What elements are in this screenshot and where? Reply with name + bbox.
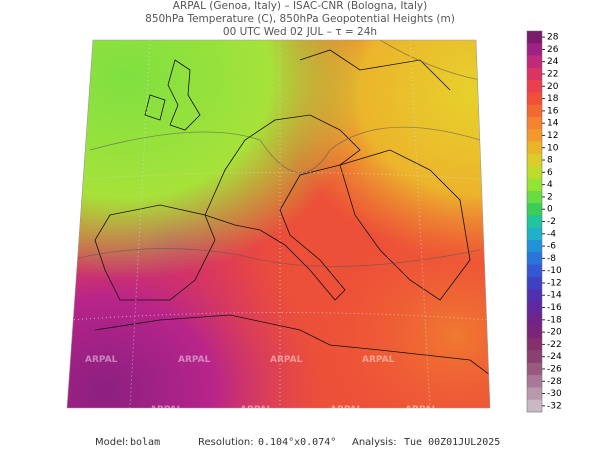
colorbar-label: 8 bbox=[547, 156, 553, 166]
colorbar-swatch bbox=[527, 203, 542, 216]
colorbar-swatch bbox=[527, 80, 542, 93]
colorbar-label: 6 bbox=[547, 168, 553, 178]
colorbar-label: -26 bbox=[547, 364, 562, 374]
temperature-field bbox=[67, 40, 490, 408]
footer-value: bolam bbox=[130, 437, 160, 448]
colorbar-label: 22 bbox=[547, 70, 558, 80]
height-contours bbox=[69, 40, 481, 267]
graticule bbox=[69, 40, 490, 408]
colorbar-label: 20 bbox=[547, 82, 559, 92]
colorbar-swatch bbox=[527, 362, 542, 376]
colorbar-label: 18 bbox=[547, 94, 559, 104]
colorbar-swatch bbox=[527, 67, 542, 81]
footer-label: Analysis: bbox=[352, 437, 397, 448]
colorbar-label: -6 bbox=[547, 242, 556, 252]
colorbar-swatch bbox=[527, 387, 542, 401]
colorbar-swatch bbox=[527, 117, 542, 130]
colorbar-label: -18 bbox=[547, 315, 562, 325]
colorbar-label: 4 bbox=[547, 180, 553, 190]
colorbar-swatch bbox=[527, 399, 542, 413]
watermark: ARPAL bbox=[270, 355, 303, 365]
header-line: ARPAL (Genoa, Italy) – ISAC-CNR (Bologna… bbox=[173, 0, 427, 12]
coastlines bbox=[94, 49, 490, 376]
colorbar-label: 2 bbox=[547, 192, 553, 202]
colorbar-swatch bbox=[527, 276, 542, 290]
colorbar-label: 28 bbox=[547, 33, 559, 43]
colorbar-label: -10 bbox=[547, 266, 562, 276]
map-frame bbox=[66, 39, 491, 409]
footer-label: Model: bbox=[95, 437, 128, 448]
colorbar-swatch bbox=[527, 129, 542, 142]
colorbar-label: -2 bbox=[547, 217, 556, 227]
colorbar-label: 26 bbox=[547, 45, 559, 55]
colorbar-swatch bbox=[527, 301, 542, 314]
colorbar-swatch bbox=[527, 325, 542, 339]
colorbar-label: -32 bbox=[547, 401, 562, 411]
colorbar-swatch bbox=[527, 141, 542, 155]
colorbar-label: -4 bbox=[547, 229, 556, 239]
colorbar: 2826242220181614121086420-2-4-6-8-10-12-… bbox=[526, 30, 562, 413]
header-line: 00 UTC Wed 02 JUL – τ = 24h bbox=[223, 26, 377, 38]
colorbar-label: 12 bbox=[547, 131, 558, 141]
colorbar-swatch bbox=[527, 239, 542, 253]
colorbar-swatch bbox=[527, 313, 542, 327]
colorbar-label: -24 bbox=[547, 352, 562, 362]
colorbar-label: 10 bbox=[547, 143, 559, 153]
header-line: 850hPa Temperature (C), 850hPa Geopotent… bbox=[145, 13, 455, 25]
watermark: ARPAL bbox=[85, 355, 118, 365]
watermark: ARPAL bbox=[240, 405, 273, 415]
watermark: ARPAL bbox=[405, 405, 438, 415]
colorbar-label: -20 bbox=[547, 328, 562, 338]
colorbar-swatch bbox=[527, 338, 542, 351]
footer-label: Resolution: bbox=[198, 437, 254, 448]
footer-value: 0.104°x0.074° bbox=[258, 437, 336, 448]
colorbar-swatch bbox=[527, 178, 542, 192]
watermark: ARPAL bbox=[330, 405, 363, 415]
colorbar-swatch bbox=[527, 43, 542, 56]
colorbar-label: 14 bbox=[547, 119, 559, 129]
colorbar-label: 0 bbox=[547, 205, 553, 215]
colorbar-swatch bbox=[527, 166, 542, 179]
colorbar-label: 16 bbox=[547, 106, 559, 116]
colorbar-swatch bbox=[527, 55, 542, 69]
colorbar-label: -8 bbox=[547, 254, 556, 264]
colorbar-swatch bbox=[527, 92, 542, 106]
colorbar-label: -16 bbox=[547, 303, 562, 313]
colorbar-label: -22 bbox=[547, 340, 562, 350]
colorbar-label: 24 bbox=[547, 57, 559, 67]
watermark: ARPAL bbox=[362, 355, 395, 365]
colorbar-label: -30 bbox=[547, 389, 562, 399]
colorbar-swatch bbox=[527, 289, 542, 302]
watermark: ARPAL bbox=[178, 355, 211, 365]
colorbar-label: -14 bbox=[547, 291, 562, 301]
colorbar-swatch bbox=[527, 350, 542, 364]
colorbar-label: -28 bbox=[547, 377, 562, 387]
footer-value: Tue 00Z01JUL2025 bbox=[404, 437, 500, 448]
colorbar-swatch bbox=[527, 375, 542, 388]
colorbar-label: -12 bbox=[547, 278, 562, 288]
watermarks: ARPAL ARPAL ARPAL ARPAL ARPAL ARPAL ARPAL ARPAL bbox=[85, 355, 438, 415]
colorbar-swatch bbox=[527, 153, 542, 167]
colorbar-swatch bbox=[527, 31, 542, 44]
colorbar-swatch bbox=[527, 227, 542, 241]
colorbar-swatch bbox=[527, 190, 542, 204]
colorbar-swatch bbox=[527, 215, 542, 228]
watermark: ARPAL bbox=[150, 405, 183, 415]
colorbar-swatch bbox=[527, 264, 542, 278]
colorbar-swatch bbox=[527, 252, 542, 265]
colorbar-swatch bbox=[527, 104, 542, 118]
